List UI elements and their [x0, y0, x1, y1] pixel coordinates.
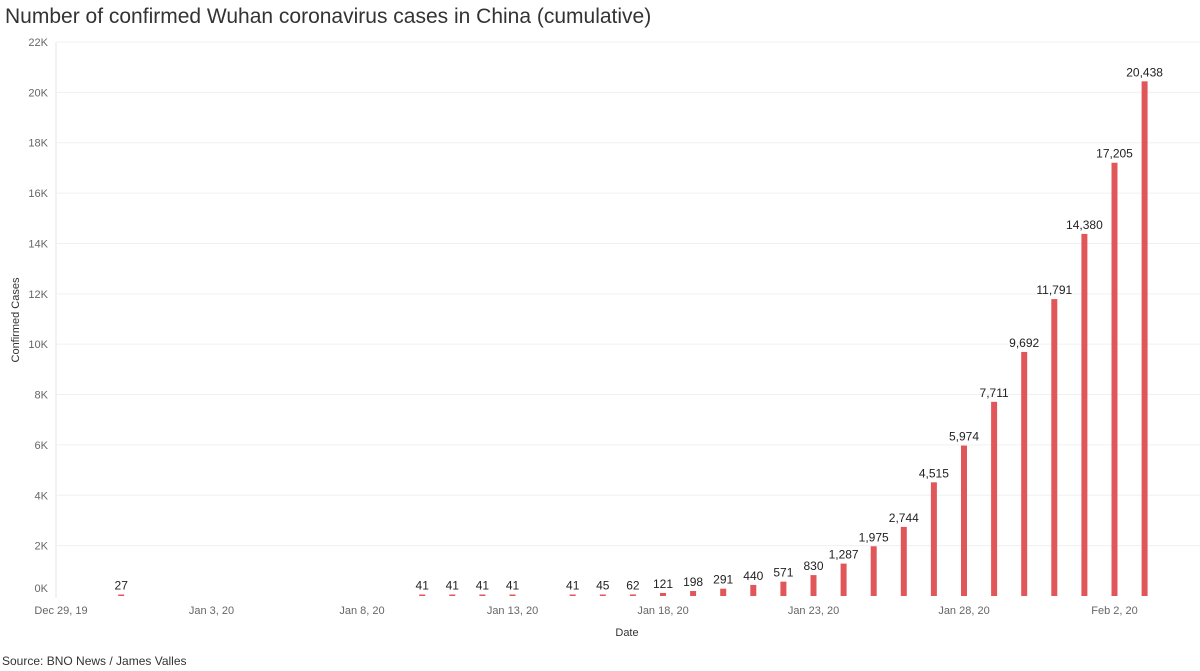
bar-value-label: 17,205 [1096, 147, 1133, 161]
bar-value-label: 41 [416, 579, 430, 593]
bar-value-label: 20,438 [1126, 65, 1163, 79]
bar-value-label: 7,711 [980, 386, 1009, 400]
bar-value-label: 291 [713, 573, 733, 587]
bar [810, 575, 817, 596]
y-tick-label: 18K [28, 138, 48, 150]
x-tick-label: Jan 18, 20 [637, 605, 688, 617]
bar-value-label: 41 [566, 579, 580, 593]
bar [1051, 299, 1058, 596]
x-tick-label: Jan 23, 20 [788, 605, 839, 617]
y-tick-label: 8K [35, 390, 49, 402]
y-axis-title: Confirmed Cases [10, 277, 22, 363]
bar-value-label: 9,692 [1009, 336, 1039, 350]
bar [1081, 233, 1088, 597]
x-tick-label: Jan 28, 20 [938, 605, 989, 617]
bar [870, 546, 877, 596]
y-tick-label: 14K [28, 238, 48, 250]
x-tick-label: Feb 2, 20 [1091, 605, 1137, 617]
gridlines [55, 41, 1200, 598]
y-tick-label: 0K [35, 583, 49, 595]
bar [750, 584, 757, 596]
bar-value-label: 1,975 [859, 530, 889, 544]
bar-value-label: 121 [653, 577, 673, 591]
data-labels: 27 41 41 41 41 41 45 62 121 198 291 440 571 8301,2871… [115, 65, 1164, 592]
bars [118, 81, 1148, 597]
bar-value-label: 571 [773, 566, 793, 580]
bar-value-label: 198 [683, 575, 703, 589]
x-axis-title: Date [615, 627, 639, 639]
x-tick-label: Dec 29, 19 [34, 605, 87, 617]
chart-title: Number of confirmed Wuhan coronavirus ca… [5, 5, 652, 28]
bar [690, 591, 697, 596]
bar [780, 581, 787, 596]
bar-value-label: 440 [743, 569, 763, 583]
y-tick-label: 20K [28, 87, 48, 99]
bar-value-label: 5,974 [949, 430, 979, 444]
x-axis-ticks: Dec 29, 19 Jan 3, 20 Jan 8, 20 Jan 13, 20 Ja… [34, 605, 1137, 617]
y-tick-label: 22K [28, 37, 48, 49]
bar-value-label: 830 [803, 559, 823, 573]
y-tick-label: 6K [35, 440, 49, 452]
bar [509, 594, 516, 596]
bar [720, 588, 727, 596]
bar [118, 594, 125, 596]
bar-value-label: 1,287 [829, 548, 859, 562]
x-tick-label: Jan 13, 20 [487, 605, 538, 617]
bar [840, 563, 847, 596]
y-tick-label: 12K [28, 289, 48, 301]
bar-value-label: 14,380 [1066, 218, 1103, 232]
bar-value-label: 62 [626, 578, 640, 592]
bar [961, 445, 967, 596]
bar [991, 401, 998, 596]
y-axis-ticks: 0K 2K 4K 6K 8K 10K 12K 14K 16K 18K 20K 22K [28, 37, 48, 595]
bar [449, 594, 456, 596]
bar [569, 594, 576, 596]
source-note: Source: BNO News / James Valles [2, 654, 187, 668]
bar [419, 594, 426, 596]
bar [1111, 162, 1118, 596]
bar-value-label: 41 [476, 579, 490, 593]
bar-value-label: 41 [506, 579, 520, 593]
bar-value-label: 41 [446, 579, 460, 593]
x-tick-label: Jan 8, 20 [339, 605, 384, 617]
y-tick-label: 10K [28, 339, 48, 351]
bar [599, 594, 606, 596]
bar-value-label: 4,515 [919, 466, 949, 480]
bar [660, 592, 666, 596]
bar-value-label: 27 [115, 579, 129, 593]
bar [930, 482, 937, 596]
y-tick-label: 16K [28, 188, 48, 200]
bar [1021, 351, 1028, 596]
bar [1141, 81, 1148, 597]
y-tick-label: 4K [35, 490, 49, 502]
bar-value-label: 11,791 [1036, 283, 1072, 297]
y-tick-label: 2K [35, 541, 49, 553]
bar [900, 526, 907, 596]
bar [629, 594, 636, 596]
x-tick-label: Jan 3, 20 [189, 605, 234, 617]
bar [479, 594, 486, 596]
bar-value-label: 45 [596, 579, 610, 593]
bar-value-label: 2,744 [889, 511, 919, 525]
